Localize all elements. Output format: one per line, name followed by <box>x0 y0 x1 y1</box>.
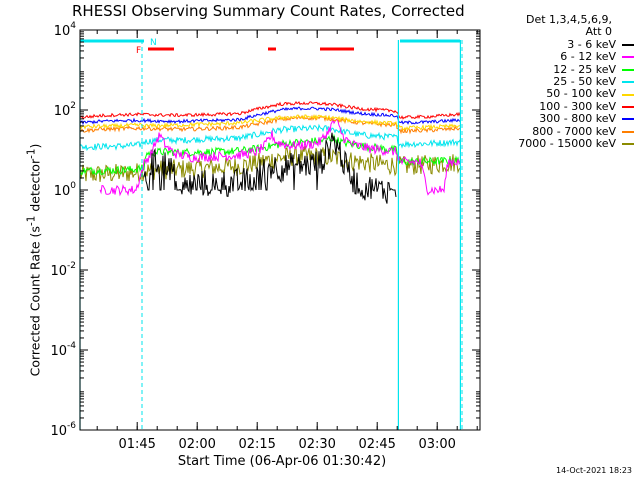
detector-header-line2: Att 0 <box>585 25 612 39</box>
x-tick-label: 01:45 <box>118 437 155 452</box>
chart-title: RHESSI Observing Summary Count Rates, Co… <box>72 2 465 20</box>
legend-entry-6-12: 6 - 12 keV <box>484 50 634 64</box>
legend-entry-7000-15000: 7000 - 15000 keV <box>484 137 634 151</box>
legend-label: 12 - 25 keV <box>553 62 616 76</box>
legend-swatch <box>622 81 634 84</box>
legend-swatch <box>622 118 634 121</box>
x-tick-label: 02:30 <box>298 437 335 452</box>
legend-label: 6 - 12 keV <box>560 50 616 64</box>
legend-entry-300-800: 300 - 800 keV <box>484 112 634 126</box>
render-timestamp: 14-Oct-2021 18:23 <box>556 466 632 475</box>
legend-swatch <box>622 56 634 59</box>
legend-entry-12-25: 12 - 25 keV <box>484 62 634 76</box>
detector-header-line1: Det 1,3,4,5,6,9, <box>525 13 612 26</box>
x-tick-label: 02:00 <box>178 437 215 452</box>
x-tick-label: 02:45 <box>358 437 395 452</box>
legend-entry-25-50: 25 - 50 keV <box>484 75 634 89</box>
series-line <box>79 145 461 182</box>
series-line <box>143 132 397 204</box>
y-tick-label: 104 <box>54 21 77 39</box>
x-axis-label: Start Time (06-Apr-06 01:30:42) <box>177 454 387 469</box>
legend-label: 800 - 7000 keV <box>532 124 616 138</box>
y-tick-label: 10-4 <box>50 341 76 359</box>
y-tick-label: 10-2 <box>50 261 76 279</box>
legend-entry-3-6: 3 - 6 keV <box>484 37 634 51</box>
legend-swatch <box>622 130 634 133</box>
legend-swatch <box>622 93 634 96</box>
legend-swatch <box>622 143 634 146</box>
series-line <box>79 106 461 126</box>
y-axis-label: Corrected Count Rate (s-1 detector-1) <box>25 143 43 377</box>
series-line <box>79 123 461 152</box>
y-tick-label: 100 <box>54 181 77 199</box>
legend-swatch <box>622 68 634 71</box>
legend-swatch <box>622 44 634 47</box>
flag-label: N <box>150 38 157 48</box>
plot-frame <box>79 29 481 431</box>
x-tick-label: 03:00 <box>418 437 455 452</box>
legend-label: 300 - 800 keV <box>539 112 616 126</box>
legend-label: 25 - 50 keV <box>553 75 616 89</box>
legend-label: 3 - 6 keV <box>567 37 616 51</box>
legend-swatch <box>622 106 634 109</box>
legend-label: 100 - 300 keV <box>539 99 616 113</box>
legend-entry-50-100: 50 - 100 keV <box>484 88 634 100</box>
series-line <box>79 114 461 131</box>
y-tick-label: 10-6 <box>50 421 76 439</box>
series-line <box>80 100 461 120</box>
legend-entry-800-7000: 800 - 7000 keV <box>484 124 634 138</box>
series-line <box>99 117 461 197</box>
legend-label: 7000 - 15000 keV <box>518 137 616 151</box>
x-tick-label: 02:15 <box>238 437 275 452</box>
legend-label: 50 - 100 keV <box>546 87 616 101</box>
flag-label: F <box>136 46 141 56</box>
y-tick-label: 102 <box>54 101 76 119</box>
legend-entry-100-300: 100 - 300 keV <box>484 99 634 113</box>
legend: Det 1,3,4,5,6,9, Att 0 3 - 6 keV 6 - 12 … <box>484 13 634 151</box>
